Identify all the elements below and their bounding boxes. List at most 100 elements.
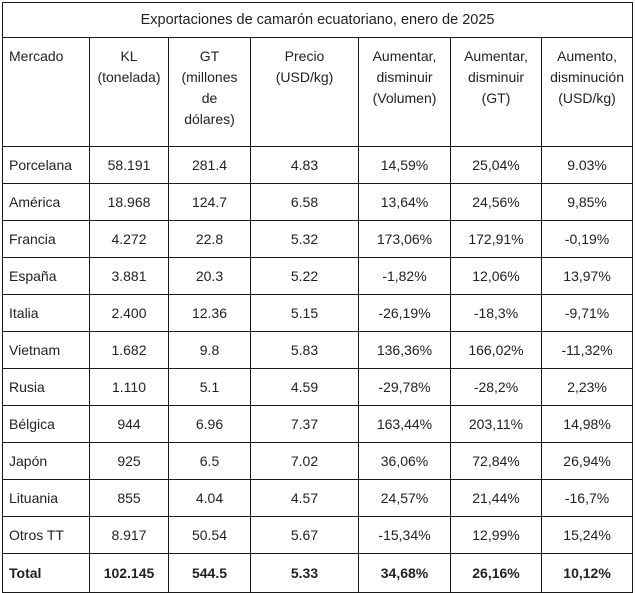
table-row: Bélgica 944 6.96 7.37 163,44% 203,11% 14,98% — [2, 405, 634, 443]
value-cell: 4.57 — [250, 479, 359, 517]
value-cell: 3.881 — [89, 257, 169, 295]
total-row: Total 102.145 544.5 5.33 34,68% 26,16% 10,12% — [2, 553, 634, 593]
column-header-line: disminución — [550, 69, 624, 85]
table-title: Exportaciones de camarón ecuatoriano, en… — [1, 2, 634, 38]
title-row: Exportaciones de camarón ecuatoriano, en… — [1, 2, 634, 38]
value-cell: 7.37 — [250, 405, 359, 443]
column-header-line: (Volumen) — [372, 90, 437, 106]
value-cell: 281.4 — [168, 146, 251, 184]
column-header: KL (tonelada) — [89, 37, 169, 147]
value-cell: 9,85% — [540, 183, 634, 221]
value-cell: 26,94% — [540, 442, 634, 480]
column-header-line: Aumentar, — [372, 48, 437, 64]
market-cell: Bélgica — [2, 405, 90, 443]
column-header-line: (GT) — [481, 90, 511, 106]
value-cell: -11,32% — [540, 331, 634, 369]
column-header-line: disminuir — [376, 69, 433, 85]
market-cell: España — [2, 257, 90, 295]
table-row: Francia 4.272 22.8 5.32 173,06% 172,91% -0,19% — [2, 220, 634, 258]
table-row: Vietnam 1.682 9.8 5.83 136,36% 166,02% -11,32% — [2, 331, 634, 369]
total-value-cell: 10,12% — [540, 553, 634, 593]
value-cell: -1,82% — [358, 257, 451, 295]
column-header-line: (USD/kg) — [275, 69, 334, 85]
table-row: España 3.881 20.3 5.22 -1,82% 12,06% 13,97% — [2, 257, 634, 295]
value-cell: 5.83 — [250, 331, 359, 369]
table-row: Japón 925 6.5 7.02 36,06% 72,84% 26,94% — [2, 442, 634, 480]
column-header-line: Precio — [284, 48, 325, 64]
value-cell: 72,84% — [450, 442, 542, 480]
value-cell: 6.5 — [168, 442, 251, 480]
market-cell: Otros TT — [2, 516, 90, 554]
column-header: GT (millones de dólares) — [168, 37, 251, 147]
column-header-line: (tonelada) — [97, 69, 161, 85]
column-header-line: Mercado — [9, 48, 64, 64]
column-header-line: GT — [199, 48, 220, 64]
total-value-cell: 26,16% — [450, 553, 542, 593]
value-cell: -28,2% — [450, 368, 542, 406]
table-body: Porcelana 58.191 281.4 4.83 14,59% 25,04% 9.03… — [2, 146, 634, 593]
column-header-line: dólares) — [184, 111, 235, 127]
value-cell: 8.917 — [89, 516, 169, 554]
total-value-cell: 544.5 — [168, 553, 251, 593]
value-cell: 1.682 — [89, 331, 169, 369]
market-cell: Lituania — [2, 479, 90, 517]
column-header-line: de — [201, 90, 218, 106]
market-cell: Italia — [2, 294, 90, 332]
market-cell: Porcelana — [2, 146, 90, 184]
value-cell: 5.1 — [168, 368, 251, 406]
column-header: Aumento, disminución (USD/kg) — [540, 37, 634, 147]
value-cell: 4.04 — [168, 479, 251, 517]
value-cell: 124.7 — [168, 183, 251, 221]
value-cell: 21,44% — [450, 479, 542, 517]
market-cell: Japón — [2, 442, 90, 480]
value-cell: 5.15 — [250, 294, 359, 332]
column-header: Precio (USD/kg) — [250, 37, 359, 147]
value-cell: 5.32 — [250, 220, 359, 258]
column-header: Aumentar, disminuir (Volumen) — [358, 37, 451, 147]
market-cell: América — [2, 183, 90, 221]
value-cell: 14,98% — [540, 405, 634, 443]
column-header-line: (millones — [181, 69, 238, 85]
header-row: Mercado KL (tonelada) GT (millones de dólares)… — [2, 37, 634, 147]
value-cell: 18.968 — [89, 183, 169, 221]
value-cell: -16,7% — [540, 479, 634, 517]
value-cell: 22.8 — [168, 220, 251, 258]
value-cell: 172,91% — [450, 220, 542, 258]
column-header-line: KL — [120, 48, 138, 64]
value-cell: 5.67 — [250, 516, 359, 554]
value-cell: 1.110 — [89, 368, 169, 406]
value-cell: 15,24% — [540, 516, 634, 554]
value-cell: 6.96 — [168, 405, 251, 443]
value-cell: 12,99% — [450, 516, 542, 554]
total-value-cell: 5.33 — [250, 553, 359, 593]
value-cell: -9,71% — [540, 294, 634, 332]
table-row: Rusia 1.110 5.1 4.59 -29,78% -28,2% 2,23% — [2, 368, 634, 406]
column-header-line: Aumentar, — [464, 48, 528, 64]
value-cell: 9.8 — [168, 331, 251, 369]
value-cell: 14,59% — [358, 146, 451, 184]
value-cell: -29,78% — [358, 368, 451, 406]
value-cell: 2,23% — [540, 368, 634, 406]
value-cell: 24,57% — [358, 479, 451, 517]
table-row: Italia 2.400 12.36 5.15 -26,19% -18,3% -9,71% — [2, 294, 634, 332]
value-cell: 5.22 — [250, 257, 359, 295]
value-cell: -26,19% — [358, 294, 451, 332]
value-cell: 6.58 — [250, 183, 359, 221]
value-cell: 173,06% — [358, 220, 451, 258]
market-cell: Francia — [2, 220, 90, 258]
table-row: Porcelana 58.191 281.4 4.83 14,59% 25,04% 9.03… — [2, 146, 634, 184]
value-cell: 163,44% — [358, 405, 451, 443]
value-cell: 4.83 — [250, 146, 359, 184]
value-cell: 58.191 — [89, 146, 169, 184]
value-cell: 12.36 — [168, 294, 251, 332]
value-cell: -15,34% — [358, 516, 451, 554]
column-header: Aumentar, disminuir (GT) — [450, 37, 542, 147]
total-value-cell: 34,68% — [358, 553, 451, 593]
value-cell: 7.02 — [250, 442, 359, 480]
value-cell: 925 — [89, 442, 169, 480]
value-cell: 136,36% — [358, 331, 451, 369]
table-row: Otros TT 8.917 50.54 5.67 -15,34% 12,99% 15,24… — [2, 516, 634, 554]
value-cell: 36,06% — [358, 442, 451, 480]
total-label: Total — [2, 553, 90, 593]
